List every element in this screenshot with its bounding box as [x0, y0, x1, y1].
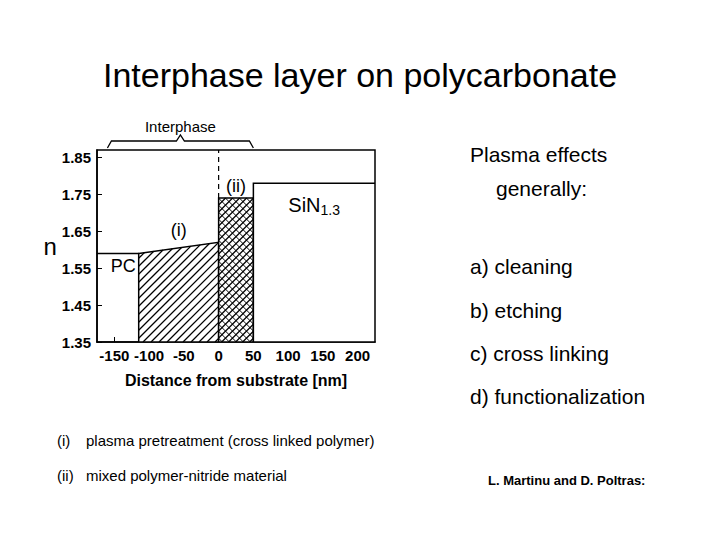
svg-text:-150: -150: [99, 347, 129, 364]
svg-text:1.75: 1.75: [62, 186, 91, 203]
svg-text:Interphase: Interphase: [145, 118, 216, 135]
svg-text:100: 100: [276, 347, 301, 364]
svg-text:1.45: 1.45: [62, 297, 91, 314]
html-text:(i): (i): [57, 432, 71, 449]
svg-text:PC: PC: [111, 256, 136, 276]
svg-text:1.85: 1.85: [62, 149, 91, 166]
html-text:(ii): (ii): [57, 467, 74, 484]
svg-text:1.3: 1.3: [321, 202, 341, 218]
html-text:c) cross linking: c) cross linking: [470, 342, 609, 365]
svg-text:n: n: [44, 233, 57, 260]
html-text:Plasma effects generally:: Plasma effects generally:: [470, 143, 608, 200]
html-text:d) functionalization: d) functionalization: [470, 385, 646, 408]
html-text:a) cleaning: a) cleaning: [470, 255, 573, 278]
html-text:plasma pretreatment (cross lin: plasma pretreatment (cross linked polyme…: [86, 432, 375, 449]
svg-text:-100: -100: [134, 347, 164, 364]
svg-text:1.55: 1.55: [62, 260, 91, 277]
svg-text:Distance from substrate [nm]: Distance from substrate [nm]: [125, 372, 347, 389]
svg-text:1.65: 1.65: [62, 223, 91, 240]
svg-text:-50: -50: [173, 347, 195, 364]
svg-text:0: 0: [214, 347, 222, 364]
html-text:b) etching: b) etching: [470, 299, 563, 322]
svg-text:200: 200: [345, 347, 370, 364]
svg-text:SiN: SiN: [288, 194, 320, 216]
html-text:mixed polymer-nitride material: mixed polymer-nitride material: [86, 467, 287, 484]
svg-text:150: 150: [310, 347, 335, 364]
html-text:Interphase layer on polycarbon: Interphase layer on polycarbonate: [102, 56, 618, 94]
svg-text:1.35: 1.35: [62, 334, 91, 351]
svg-text:(ii): (ii): [226, 176, 246, 196]
svg-text:50: 50: [245, 347, 262, 364]
html-text:L. Martinu and D. Poltras:: L. Martinu and D. Poltras:: [488, 473, 646, 488]
svg-text:(i): (i): [171, 220, 187, 240]
